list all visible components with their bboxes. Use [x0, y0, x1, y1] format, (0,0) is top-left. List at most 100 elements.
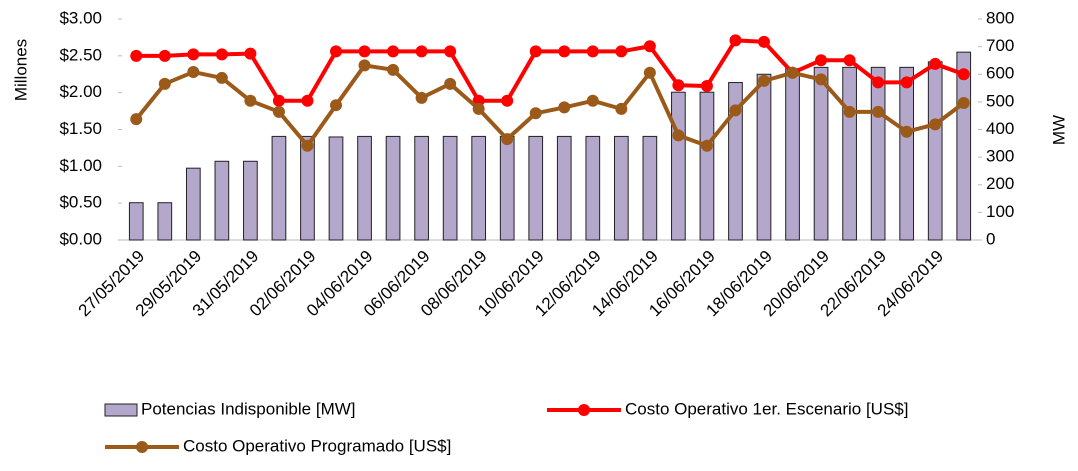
marker: [872, 105, 885, 118]
marker: [272, 105, 285, 118]
bar: [756, 73, 772, 241]
bar: [471, 135, 487, 241]
bar: [728, 82, 743, 241]
bar: [528, 135, 544, 241]
bar: [385, 135, 401, 241]
y2-tick-label: 200: [986, 174, 1014, 193]
marker: [729, 34, 742, 47]
marker: [586, 45, 599, 58]
marker: [643, 66, 656, 79]
marker: [843, 105, 856, 118]
marker: [643, 40, 656, 53]
bar: [414, 135, 429, 241]
bar: [642, 135, 658, 241]
legend-label: Potencias Indisponible [MW]: [141, 399, 356, 418]
marker: [330, 45, 342, 58]
y-tick-label: $1.50: [59, 119, 102, 138]
marker: [387, 45, 400, 58]
y-axis-title: Millones: [11, 39, 30, 101]
marker: [786, 66, 799, 79]
bar: [956, 51, 972, 241]
y2-tick-label: 700: [986, 36, 1014, 55]
marker: [415, 91, 428, 104]
legend-label: Costo Operativo 1er. Escenario [US$]: [625, 399, 908, 418]
y-tick-label: $0.00: [59, 229, 102, 248]
line: [134, 63, 965, 148]
bar: [671, 91, 686, 241]
legend-marker: [578, 404, 590, 416]
y-tick-label: $2.50: [59, 45, 102, 64]
marker: [615, 102, 628, 115]
marker: [586, 94, 599, 107]
bar: [214, 160, 230, 241]
bar: [185, 167, 201, 241]
y2-tick-label: 100: [986, 202, 1014, 221]
y-tick-label: $2.00: [59, 82, 102, 101]
marker: [187, 66, 200, 79]
marker: [501, 94, 514, 107]
bar: [357, 135, 372, 241]
marker: [158, 49, 171, 62]
bar: [300, 135, 315, 241]
marker: [815, 54, 828, 67]
legend-marker: [136, 441, 148, 453]
y2-axis-title: MW: [1049, 115, 1068, 145]
y-tick-label: $1.00: [59, 156, 102, 175]
bar: [556, 135, 572, 241]
marker: [215, 48, 228, 61]
marker: [957, 96, 970, 109]
marker: [672, 79, 685, 92]
bar: [128, 202, 144, 241]
marker: [472, 102, 485, 115]
bar: [243, 160, 258, 241]
marker: [615, 45, 628, 58]
marker: [187, 48, 200, 61]
marker: [272, 94, 285, 107]
bar: [328, 136, 344, 241]
bar: [927, 61, 943, 241]
marker: [501, 133, 514, 146]
y2-tick-label: 300: [986, 147, 1014, 166]
bar: [870, 66, 886, 241]
marker: [758, 35, 770, 48]
legend-swatch: [104, 403, 138, 417]
marker: [729, 104, 742, 117]
bar: [813, 66, 829, 241]
marker: [529, 107, 542, 120]
marker: [558, 45, 571, 58]
bar: [442, 135, 458, 241]
marker: [843, 54, 856, 67]
legend-label: Costo Operativo Programado [US$]: [183, 436, 451, 455]
marker: [758, 74, 770, 87]
marker: [700, 139, 713, 152]
y2-tick-label: 0: [986, 229, 995, 248]
marker: [872, 76, 885, 89]
marker: [444, 45, 457, 58]
marker: [700, 80, 713, 93]
bar: [699, 91, 715, 241]
line: [136, 38, 965, 103]
y2-tick-label: 500: [986, 91, 1014, 110]
marker: [358, 45, 371, 58]
bar: [157, 202, 173, 241]
marker: [330, 99, 342, 112]
bar: [499, 135, 515, 241]
bar: [899, 66, 915, 241]
marker: [244, 94, 257, 107]
marker: [130, 113, 143, 126]
marker: [244, 47, 257, 60]
bar: [785, 68, 800, 241]
marker: [558, 101, 571, 114]
marker: [929, 118, 942, 131]
marker: [387, 63, 400, 76]
marker: [900, 125, 913, 138]
marker: [215, 71, 228, 84]
marker: [358, 59, 371, 72]
y-tick-label: $3.00: [59, 8, 102, 27]
marker: [158, 77, 171, 90]
y2-tick-label: 800: [986, 8, 1014, 27]
y2-tick-label: 600: [986, 64, 1014, 83]
bar: [613, 135, 629, 241]
bar: [842, 66, 857, 241]
